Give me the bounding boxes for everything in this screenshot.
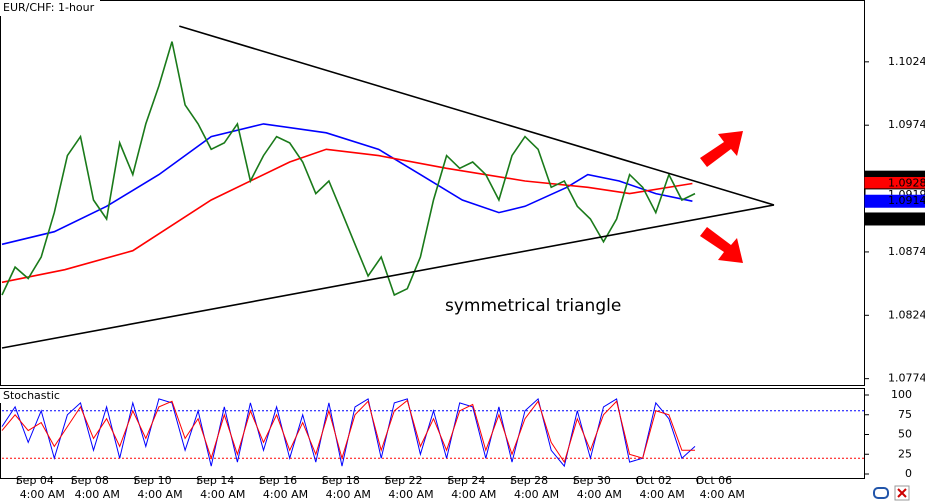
trendline: [1, 204, 775, 349]
stoch-y-tick-label: 50: [898, 428, 912, 441]
chart-title: EUR/CHF: 1-hour: [3, 1, 95, 14]
stoch-y-tick-label: 0: [905, 467, 912, 480]
stoch-y-tick-label: 100: [891, 388, 912, 401]
y-tick-label: 1.0974: [888, 118, 925, 131]
price-tag-label: 1.0900: [888, 212, 925, 225]
x-tick-label: Oct 06: [696, 474, 733, 487]
x-tick-label: Sep 30: [573, 474, 611, 487]
x-tick-time: 4:00 AM: [639, 488, 684, 501]
x-tick-time: 4:00 AM: [20, 488, 65, 501]
x-tick-label: Sep 10: [133, 474, 171, 487]
x-tick-time: 4:00 AM: [263, 488, 308, 501]
price-tag-label: 1.0928: [888, 176, 925, 189]
x-tick-label: Sep 04: [16, 474, 54, 487]
link-icon[interactable]: [873, 487, 889, 499]
trendline: [179, 25, 775, 206]
x-tick-time: 4:00 AM: [388, 488, 433, 501]
stochastic-label-box: [0, 389, 58, 403]
up-arrow: [700, 131, 743, 167]
y-tick-label: 1.0824: [888, 308, 925, 321]
y-tick-label: 1.0874: [888, 245, 925, 258]
x-tick-label: Sep 22: [384, 474, 422, 487]
y-tick-label: 1.0774: [888, 372, 925, 385]
x-tick-label: Sep 24: [447, 474, 485, 487]
annotation: symmetrical triangle: [445, 296, 621, 316]
x-tick-time: 4:00 AM: [700, 488, 745, 501]
price-tag-label: 1.0914: [888, 194, 925, 207]
moving-average: [1, 123, 693, 246]
x-tick-label: Sep 18: [322, 474, 360, 487]
down-arrow: [700, 227, 743, 263]
x-tick-label: Sep 28: [510, 474, 548, 487]
x-tick-time: 4:00 AM: [326, 488, 371, 501]
price-tag: [864, 194, 925, 208]
close-icon[interactable]: [897, 488, 907, 498]
title-box: [0, 0, 100, 16]
stochastic-line: [1, 399, 695, 464]
stoch-y-tick-label: 25: [898, 447, 912, 460]
x-tick-label: Sep 16: [259, 474, 297, 487]
stochastic-panel-frame: [0, 388, 865, 479]
stoch-y-tick-label: 75: [898, 408, 912, 421]
x-tick-label: Oct 02: [635, 474, 672, 487]
x-tick-time: 4:00 AM: [75, 488, 120, 501]
x-tick-time: 4:00 AM: [577, 488, 622, 501]
stochastic-label: Stochastic: [3, 389, 60, 402]
x-tick-label: Sep 08: [71, 474, 109, 487]
x-tick-time: 4:00 AM: [451, 488, 496, 501]
x-tick-time: 4:00 AM: [200, 488, 245, 501]
x-tick-time: 4:00 AM: [514, 488, 559, 501]
price-line: [1, 41, 696, 297]
x-tick-label: Sep 14: [196, 474, 234, 487]
price-tag: [864, 212, 925, 226]
moving-average: [1, 148, 693, 284]
y-tick-label: 1.1024: [888, 55, 925, 68]
x-tick-time: 4:00 AM: [137, 488, 182, 501]
